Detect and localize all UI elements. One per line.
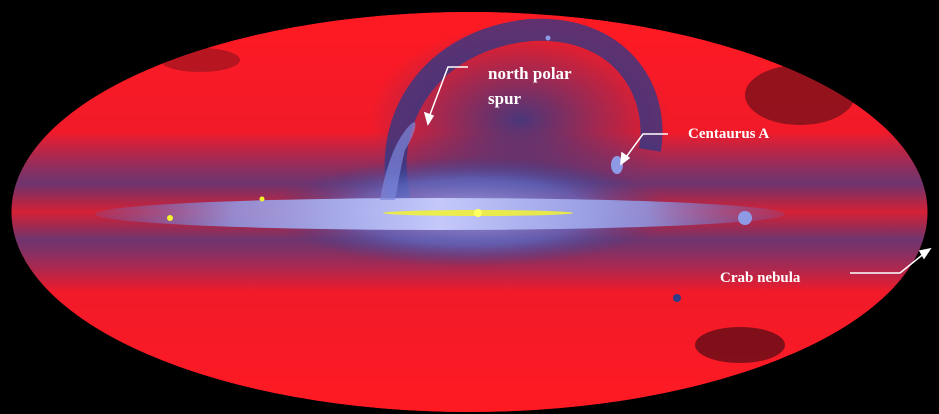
point-source (167, 215, 173, 221)
core-bright-spot (474, 209, 482, 217)
crab-arrow (850, 247, 932, 274)
npsl-arrow (423, 66, 468, 126)
point-source (259, 196, 265, 202)
spur-plume (380, 122, 416, 200)
crab-nebula-label: Crab nebula (720, 270, 801, 286)
point-source (738, 211, 752, 225)
cen-arrow (620, 133, 668, 166)
centaurus-a-source (611, 156, 623, 174)
dark-patch (745, 65, 855, 125)
point-source (545, 35, 551, 41)
spur-arc (384, 18, 663, 203)
north-polar-spur-label-line2: spur (488, 89, 522, 108)
point-source (673, 294, 681, 302)
north-polar-spur-label-line1: north polar (488, 64, 572, 83)
crab-source (927, 235, 928, 241)
centaurus-a-label: Centaurus A (688, 126, 770, 142)
dark-patch (160, 48, 240, 72)
dark-patch (695, 327, 785, 363)
